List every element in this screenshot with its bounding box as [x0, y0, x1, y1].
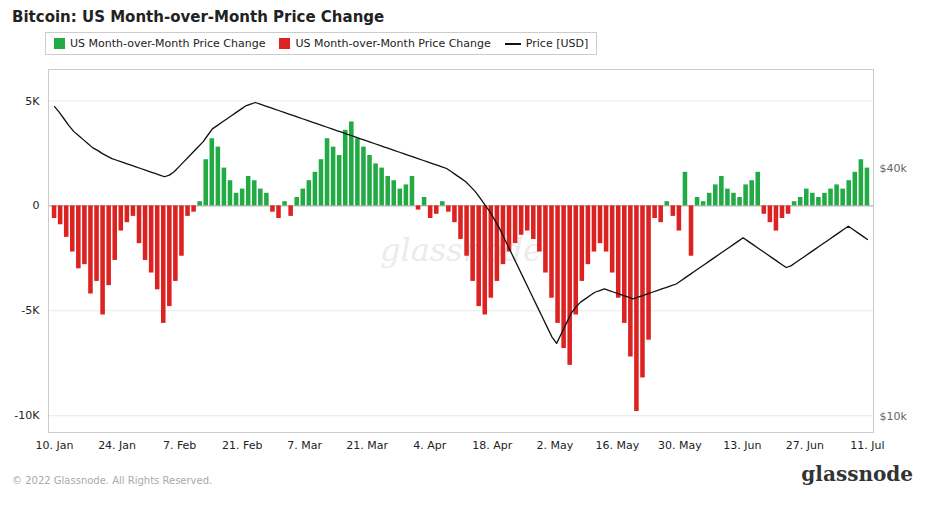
svg-text:$40k: $40k	[880, 162, 908, 175]
html-text:Price [USD]: Price [USD]	[525, 37, 589, 50]
svg-text:30. May: 30. May	[658, 439, 702, 452]
svg-text:16. May: 16. May	[595, 439, 639, 452]
svg-text:13. Jun: 13. Jun	[723, 439, 761, 452]
svg-text:7. Mar: 7. Mar	[287, 439, 322, 452]
svg-text:18. Apr: 18. Apr	[472, 439, 512, 452]
svg-text:-10K: -10K	[14, 409, 40, 422]
svg-text:27. Jun: 27. Jun	[786, 439, 824, 452]
svg-text:$10k: $10k	[880, 410, 908, 423]
html-text:US Month-over-Month Price Chan: US Month-over-Month Price Change	[70, 37, 266, 50]
svg-text:0: 0	[33, 199, 40, 212]
svg-text:7. Feb: 7. Feb	[163, 439, 196, 452]
svg-text:2. May: 2. May	[536, 439, 573, 452]
svg-text:10. Jan: 10. Jan	[36, 439, 74, 452]
html-text:glassnode: glassnode	[801, 462, 913, 486]
html-text:US Month-over-Month Price Chan: US Month-over-Month Price Change	[295, 37, 491, 50]
svg-text:glassn​ode: glassn​ode	[380, 231, 542, 270]
svg-text:21. Mar: 21. Mar	[346, 439, 388, 452]
html-text:Bitcoin: US Month-over-Month P: Bitcoin: US Month-over-Month Price Chang…	[12, 8, 385, 26]
html-text:© 2022 Glassnode. All Rights R: © 2022 Glassnode. All Rights Reserved.	[12, 475, 213, 486]
svg-text:5K: 5K	[25, 94, 40, 107]
svg-text:-5K: -5K	[21, 304, 40, 317]
svg-text:4. Apr: 4. Apr	[413, 439, 446, 452]
svg-text:21. Feb: 21. Feb	[222, 439, 262, 452]
svg-text:24. Jan: 24. Jan	[98, 439, 136, 452]
svg-text:11. Jul: 11. Jul	[850, 439, 884, 452]
